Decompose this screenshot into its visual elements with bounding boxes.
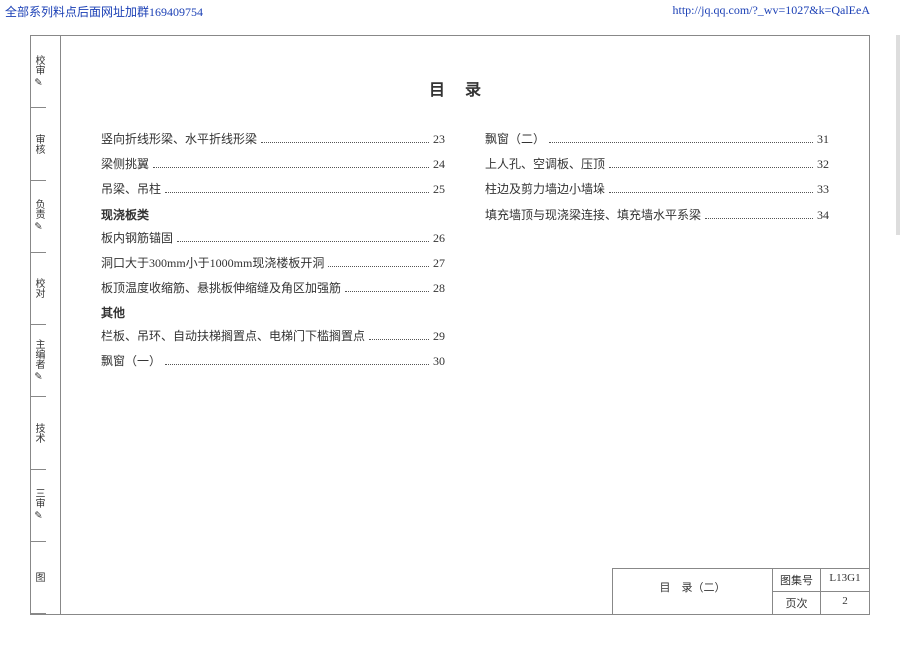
toc-row: 上人孔、空调板、压顶 32 bbox=[485, 155, 829, 174]
sidebar-cell: 三审 ✎ bbox=[31, 470, 46, 542]
toc-label: 板内钢筋锚固 bbox=[101, 229, 173, 248]
toc-row: 飘窗（一） 30 bbox=[101, 352, 445, 371]
toc-row: 柱边及剪力墙边小墙垛 33 bbox=[485, 180, 829, 199]
toc-row: 梁侧挑翼 24 bbox=[101, 155, 445, 174]
toc-row: 板顶温度收缩筋、悬挑板伸缩缝及角区加强筋 28 bbox=[101, 279, 445, 298]
footer-meta: 图集号L13G1页次2 bbox=[773, 569, 869, 614]
sidebar-cell: 主编者 ✎ bbox=[31, 325, 46, 397]
toc-right-column: 飘窗（二） 31 上人孔、空调板、压顶 32 柱边及剪力墙边小墙垛 33 填充墙顶与现浇梁连… bbox=[485, 130, 829, 378]
header-right-link[interactable]: http://jq.qq.com/?_wv=1027&k=QalEeA bbox=[672, 3, 870, 18]
toc-label: 柱边及剪力墙边小墙垛 bbox=[485, 180, 605, 199]
toc-label: 吊梁、吊柱 bbox=[101, 180, 161, 199]
sidebar-cell: 审核 bbox=[31, 108, 46, 180]
sidebar-cell: 图 bbox=[31, 542, 46, 614]
approval-sidebar: 校审 ✎审核负责 ✎校对主编者 ✎技术三审 ✎图 bbox=[31, 36, 61, 614]
toc-left-column: 竖向折线形梁、水平折线形梁 23 梁侧挑翼 24 吊梁、吊柱 25 现浇板类板内钢筋锚固 26… bbox=[101, 130, 445, 378]
toc-dots bbox=[261, 142, 429, 143]
toc-dots bbox=[609, 167, 813, 168]
toc-dots bbox=[549, 142, 813, 143]
toc-row: 填充墙顶与现浇梁连接、填充墙水平系梁 34 bbox=[485, 206, 829, 225]
sidebar-cell: 校审 ✎ bbox=[31, 36, 46, 108]
toc-page: 27 bbox=[433, 254, 445, 273]
sidebar-cell: 技术 bbox=[31, 397, 46, 469]
toc-label: 栏板、吊环、自动扶梯搁置点、电梯门下槛搁置点 bbox=[101, 327, 365, 346]
header-left-text: 全部系列料点后面网址加群169409754 bbox=[5, 3, 203, 20]
toc-section-head: 其他 bbox=[101, 304, 445, 321]
toc-dots bbox=[153, 167, 429, 168]
footer-meta-row: 图集号L13G1 bbox=[773, 569, 869, 592]
footer-meta-key: 图集号 bbox=[773, 569, 821, 591]
toc-page: 28 bbox=[433, 279, 445, 298]
toc-row: 洞口大于300mm小于1000mm现浇楼板开洞 27 bbox=[101, 254, 445, 273]
page-frame: 校审 ✎审核负责 ✎校对主编者 ✎技术三审 ✎图 目录 竖向折线形梁、水平折线形… bbox=[30, 35, 870, 615]
page-title: 目录 bbox=[101, 76, 829, 100]
sidebar-cell: 负责 ✎ bbox=[31, 181, 46, 253]
toc-label: 竖向折线形梁、水平折线形梁 bbox=[101, 130, 257, 149]
toc-page: 33 bbox=[817, 180, 829, 199]
footer-meta-value: L13G1 bbox=[821, 569, 869, 591]
toc-label: 洞口大于300mm小于1000mm现浇楼板开洞 bbox=[101, 254, 324, 273]
toc-row: 栏板、吊环、自动扶梯搁置点、电梯门下槛搁置点 29 bbox=[101, 327, 445, 346]
toc-row: 板内钢筋锚固 26 bbox=[101, 229, 445, 248]
toc-dots bbox=[165, 192, 429, 193]
footer-meta-key: 页次 bbox=[773, 592, 821, 614]
footer-meta-value: 2 bbox=[821, 592, 869, 614]
content-area: 目录 竖向折线形梁、水平折线形梁 23 梁侧挑翼 24 吊梁、吊柱 25 现浇板类板内钢筋锚… bbox=[61, 36, 869, 614]
toc-columns: 竖向折线形梁、水平折线形梁 23 梁侧挑翼 24 吊梁、吊柱 25 现浇板类板内钢筋锚固 26… bbox=[101, 130, 829, 378]
toc-page: 31 bbox=[817, 130, 829, 149]
footer-title: 目 录（二） bbox=[613, 569, 773, 614]
toc-label: 飘窗（二） bbox=[485, 130, 545, 149]
toc-page: 26 bbox=[433, 229, 445, 248]
toc-label: 梁侧挑翼 bbox=[101, 155, 149, 174]
sidebar-cell: 校对 bbox=[31, 253, 46, 325]
toc-dots bbox=[165, 364, 429, 365]
toc-label: 填充墙顶与现浇梁连接、填充墙水平系梁 bbox=[485, 206, 701, 225]
footer-box: 目 录（二） 图集号L13G1页次2 bbox=[612, 568, 869, 614]
toc-section-head: 现浇板类 bbox=[101, 206, 445, 223]
toc-page: 23 bbox=[433, 130, 445, 149]
toc-page: 24 bbox=[433, 155, 445, 174]
footer-meta-row: 页次2 bbox=[773, 592, 869, 614]
toc-row: 吊梁、吊柱 25 bbox=[101, 180, 445, 199]
toc-dots bbox=[609, 192, 813, 193]
toc-dots bbox=[369, 339, 429, 340]
toc-page: 30 bbox=[433, 352, 445, 371]
toc-label: 上人孔、空调板、压顶 bbox=[485, 155, 605, 174]
toc-dots bbox=[345, 291, 429, 292]
toc-dots bbox=[177, 241, 429, 242]
toc-page: 32 bbox=[817, 155, 829, 174]
toc-page: 25 bbox=[433, 180, 445, 199]
toc-dots bbox=[328, 266, 429, 267]
toc-row: 飘窗（二） 31 bbox=[485, 130, 829, 149]
toc-row: 竖向折线形梁、水平折线形梁 23 bbox=[101, 130, 445, 149]
page-edge-shadow bbox=[896, 35, 900, 235]
toc-page: 34 bbox=[817, 206, 829, 225]
toc-page: 29 bbox=[433, 327, 445, 346]
toc-label: 板顶温度收缩筋、悬挑板伸缩缝及角区加强筋 bbox=[101, 279, 341, 298]
toc-dots bbox=[705, 218, 813, 219]
toc-label: 飘窗（一） bbox=[101, 352, 161, 371]
